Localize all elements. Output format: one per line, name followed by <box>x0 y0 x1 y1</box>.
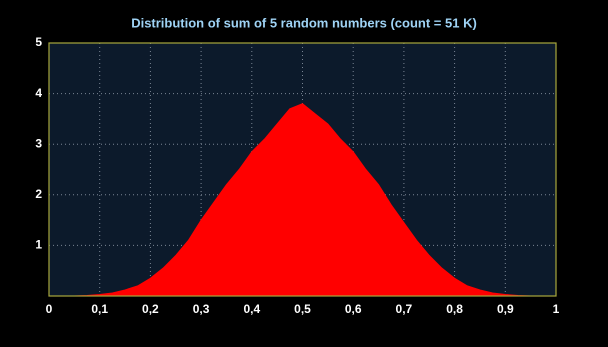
y-tick-label: 2 <box>35 187 42 201</box>
x-tick-label: 0,8 <box>446 302 463 316</box>
x-tick-label: 0,1 <box>91 302 108 316</box>
x-tick-label: 0 <box>46 302 53 316</box>
y-tick-label: 5 <box>35 35 42 49</box>
y-tick-label: 3 <box>35 136 42 150</box>
y-tick-label: 4 <box>35 86 42 100</box>
x-tick-label: 0,6 <box>345 302 362 316</box>
area <box>49 103 556 297</box>
x-tick-label: 0,5 <box>294 302 311 316</box>
x-tick-label: 0,7 <box>396 302 413 316</box>
plot-frame <box>48 42 557 297</box>
x-tick-label: 0,4 <box>243 302 260 316</box>
x-tick-label: 0,3 <box>193 302 210 316</box>
x-tick-label: 0,2 <box>142 302 159 316</box>
labels: 0 0,1 0,2 0,3 0,4 0,5 0,6 0,7 0,8 0,9 1 1 2 3 4 5 <box>35 35 559 316</box>
y-tick-label: 1 <box>35 238 42 252</box>
marks <box>49 103 556 297</box>
chart-title: Distribution of sum of 5 random numbers … <box>131 15 477 30</box>
x-tick-label: 0,9 <box>497 302 514 316</box>
x-tick-label: 1 <box>553 302 560 316</box>
